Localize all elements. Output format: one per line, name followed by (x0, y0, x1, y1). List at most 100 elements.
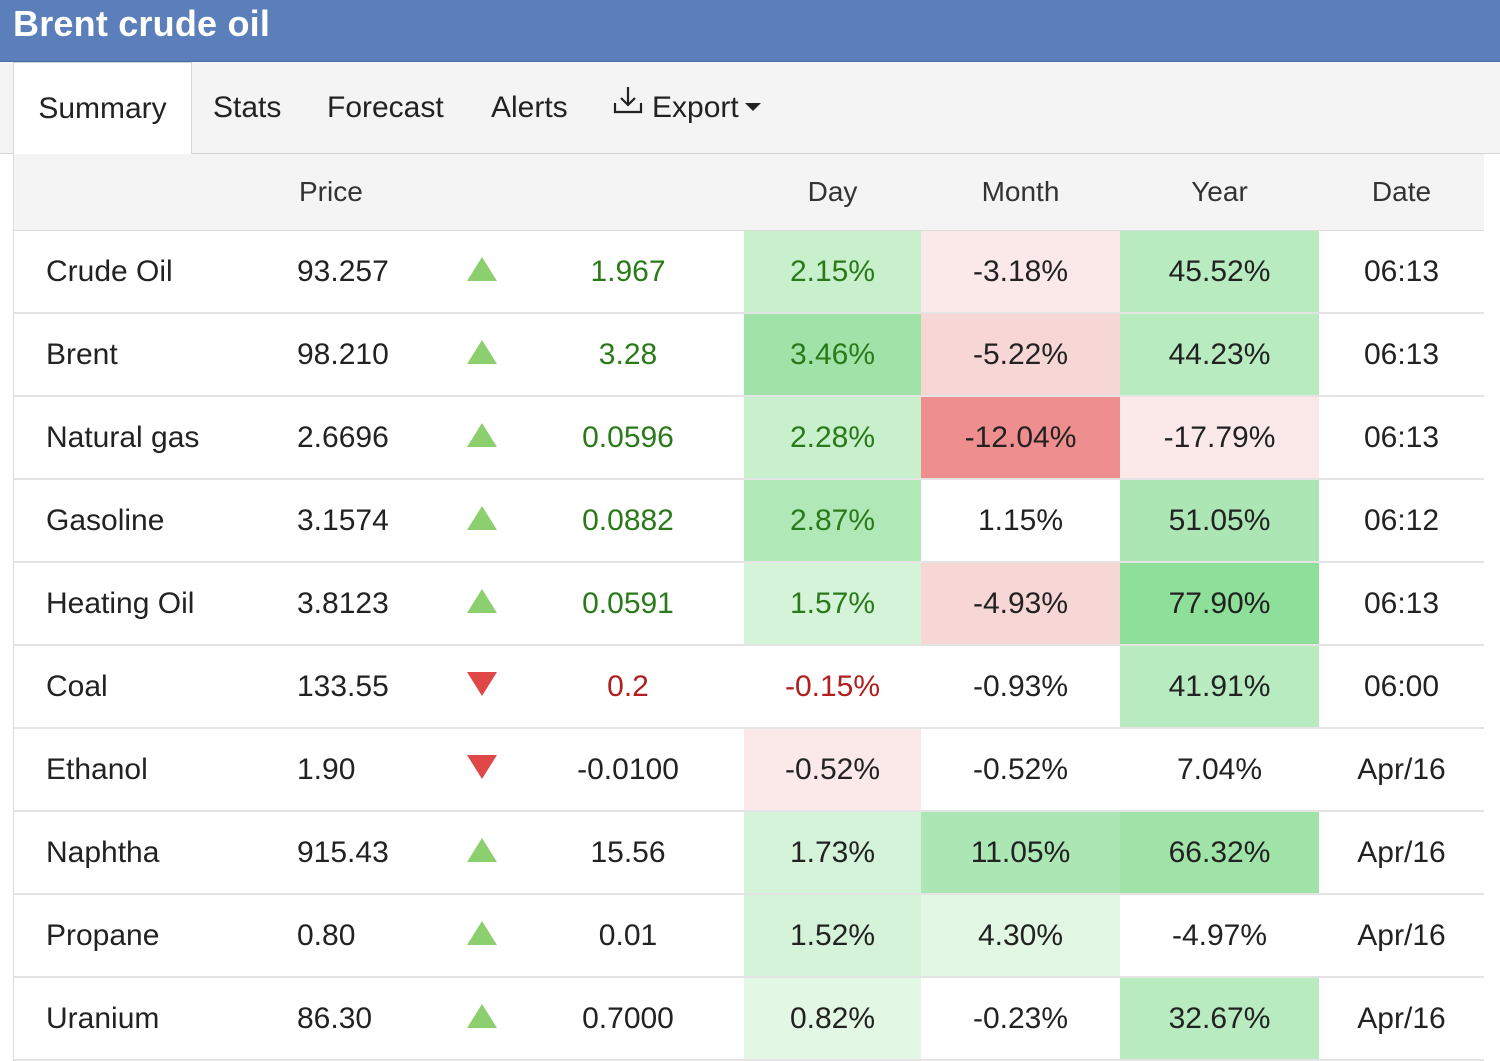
month-pct: -12.04% (921, 396, 1120, 480)
direction-icon (452, 977, 512, 1061)
change-value: -0.0100 (512, 728, 744, 812)
commodity-name[interactable]: Propane (14, 894, 267, 978)
month-pct: -0.52% (921, 728, 1120, 812)
download-icon (612, 60, 644, 152)
year-pct: 45.52% (1120, 230, 1319, 314)
change-value: 1.967 (512, 230, 744, 314)
triangle-up-icon (467, 1003, 497, 1028)
tab-summary-label: Summary (38, 92, 167, 125)
table-row[interactable]: Brent 98.210 3.28 3.46% -5.22% 44.23% 06:13 (14, 313, 1484, 397)
month-pct: -5.22% (921, 313, 1120, 397)
commodity-name[interactable]: Ethanol (14, 728, 267, 812)
year-pct: 44.23% (1120, 313, 1319, 397)
col-header-month[interactable]: Month (921, 154, 1120, 231)
tab-summary[interactable]: Summary (13, 62, 192, 154)
date-value: 06:13 (1319, 396, 1484, 480)
tab-forecast[interactable]: Forecast (327, 62, 444, 153)
price-value: 98.210 (267, 313, 452, 397)
day-pct: -0.15% (744, 645, 921, 729)
col-header-date[interactable]: Date (1319, 154, 1484, 231)
month-pct: -3.18% (921, 230, 1120, 314)
table-row[interactable]: Gasoline 3.1574 0.0882 2.87% 1.15% 51.05% 06:1… (14, 479, 1484, 563)
tab-stats[interactable]: Stats (213, 62, 281, 153)
day-pct: 2.28% (744, 396, 921, 480)
triangle-up-icon (467, 920, 497, 945)
price-value: 93.257 (267, 230, 452, 314)
commodity-name[interactable]: Uranium (14, 977, 267, 1061)
direction-icon (452, 230, 512, 314)
change-value: 3.28 (512, 313, 744, 397)
price-value: 3.8123 (267, 562, 452, 646)
title-bar: Brent crude oil (0, 0, 1500, 62)
price-value: 133.55 (267, 645, 452, 729)
table-row[interactable]: Uranium 86.30 0.7000 0.82% -0.23% 32.67% Apr/1… (14, 977, 1484, 1061)
day-pct: 1.73% (744, 811, 921, 895)
year-pct: -4.97% (1120, 894, 1319, 978)
direction-icon (452, 479, 512, 563)
month-pct: 11.05% (921, 811, 1120, 895)
year-pct: 66.32% (1120, 811, 1319, 895)
day-pct: 0.82% (744, 977, 921, 1061)
triangle-up-icon (467, 588, 497, 613)
col-header-name (14, 154, 267, 231)
col-header-price[interactable]: Price (267, 154, 452, 231)
day-pct: -0.52% (744, 728, 921, 812)
price-value: 915.43 (267, 811, 452, 895)
tab-alerts[interactable]: Alerts (491, 62, 568, 153)
month-pct: -0.23% (921, 977, 1120, 1061)
commodity-name[interactable]: Gasoline (14, 479, 267, 563)
month-pct: 4.30% (921, 894, 1120, 978)
tab-alerts-label: Alerts (491, 91, 568, 124)
day-pct: 1.57% (744, 562, 921, 646)
col-header-day[interactable]: Day (744, 154, 921, 231)
date-value: 06:13 (1319, 230, 1484, 314)
year-pct: 7.04% (1120, 728, 1319, 812)
year-pct: 41.91% (1120, 645, 1319, 729)
table-row[interactable]: Ethanol 1.90 -0.0100 -0.52% -0.52% 7.04% Apr/1… (14, 728, 1484, 812)
commodity-name[interactable]: Brent (14, 313, 267, 397)
direction-icon (452, 645, 512, 729)
date-value: Apr/16 (1319, 728, 1484, 812)
commodities-table-wrapper: Price Day Month Year Date Crude Oil 93.25… (13, 154, 1484, 1061)
col-header-year[interactable]: Year (1120, 154, 1319, 231)
day-pct: 3.46% (744, 313, 921, 397)
tab-bar: Summary Stats Forecast Alerts Export (0, 62, 1500, 154)
direction-icon (452, 313, 512, 397)
triangle-up-icon (467, 505, 497, 530)
direction-icon (452, 728, 512, 812)
date-value: 06:00 (1319, 645, 1484, 729)
change-value: 15.56 (512, 811, 744, 895)
table-row[interactable]: Crude Oil 93.257 1.967 2.15% -3.18% 45.52% 06:… (14, 230, 1484, 314)
export-dropdown[interactable]: Export (612, 62, 761, 153)
direction-icon (452, 562, 512, 646)
table-row[interactable]: Propane 0.80 0.01 1.52% 4.30% -4.97% Apr/16 (14, 894, 1484, 978)
commodity-name[interactable]: Heating Oil (14, 562, 267, 646)
price-value: 86.30 (267, 977, 452, 1061)
month-pct: -0.93% (921, 645, 1120, 729)
triangle-down-icon (467, 671, 497, 696)
year-pct: 32.67% (1120, 977, 1319, 1061)
commodity-name[interactable]: Naphtha (14, 811, 267, 895)
triangle-up-icon (467, 256, 497, 281)
month-pct: 1.15% (921, 479, 1120, 563)
change-value: 0.0596 (512, 396, 744, 480)
price-value: 0.80 (267, 894, 452, 978)
commodity-name[interactable]: Coal (14, 645, 267, 729)
commodity-name[interactable]: Crude Oil (14, 230, 267, 314)
table-row[interactable]: Natural gas 2.6696 0.0596 2.28% -12.04% -17.7… (14, 396, 1484, 480)
commodity-name[interactable]: Natural gas (14, 396, 267, 480)
tab-stats-label: Stats (213, 91, 282, 124)
date-value: 06:13 (1319, 562, 1484, 646)
date-value: Apr/16 (1319, 894, 1484, 978)
price-value: 2.6696 (267, 396, 452, 480)
triangle-up-icon (467, 837, 497, 862)
export-label: Export (652, 91, 739, 124)
date-value: Apr/16 (1319, 811, 1484, 895)
triangle-down-icon (467, 754, 497, 779)
table-row[interactable]: Heating Oil 3.8123 0.0591 1.57% -4.93% 77.90%… (14, 562, 1484, 646)
table-row[interactable]: Coal 133.55 0.2 -0.15% -0.93% 41.91% 06:00 (14, 645, 1484, 729)
direction-icon (452, 894, 512, 978)
price-value: 1.90 (267, 728, 452, 812)
table-row[interactable]: Naphtha 915.43 15.56 1.73% 11.05% 66.32% Apr/1… (14, 811, 1484, 895)
year-pct: 77.90% (1120, 562, 1319, 646)
